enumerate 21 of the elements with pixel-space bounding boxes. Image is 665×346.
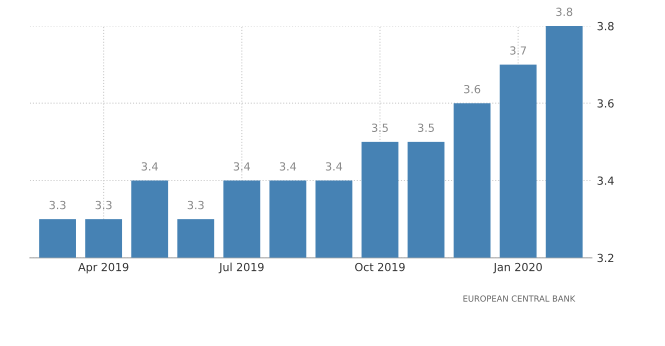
y-tick-label: 3.6 (598, 99, 614, 108)
data-label: 3.3 (188, 200, 204, 210)
y-tick-label: 3.8 (598, 22, 614, 30)
x-tick-label: Apr 2019 (78, 262, 128, 274)
data-label: 3.3 (96, 200, 112, 210)
x-tick-label: Oct 2019 (355, 262, 405, 272)
y-tick-label: 3.4 (598, 176, 614, 185)
data-label: 3.6 (464, 84, 480, 94)
data-label: 3.5 (372, 124, 388, 132)
data-label: 3.4 (234, 162, 250, 171)
data-label: 3.4 (326, 162, 342, 171)
data-label: 3.5 (418, 124, 434, 132)
x-tick-label: Jan 2020 (493, 262, 542, 274)
y-tick-label: 3.2 (598, 254, 614, 262)
data-label: 3.4 (142, 162, 158, 171)
data-label: 3.3 (50, 200, 66, 210)
data-label: 3.8 (556, 8, 572, 16)
x-tick-label: Jul 2019 (218, 262, 264, 274)
text: EUROPEAN CENTRAL BANK (463, 295, 576, 302)
data-label: 3.7 (510, 46, 526, 55)
data-label: 3.4 (280, 162, 296, 171)
